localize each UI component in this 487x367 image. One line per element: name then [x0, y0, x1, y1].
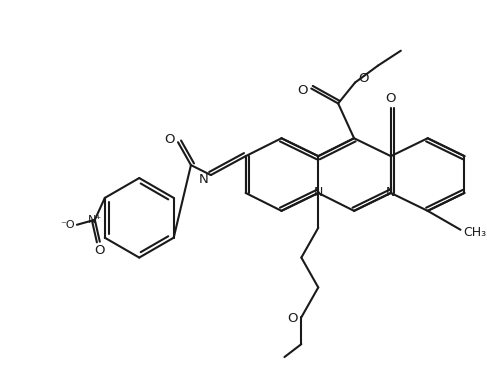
Text: O: O — [386, 92, 396, 105]
Text: O: O — [164, 133, 174, 146]
Text: N⁺: N⁺ — [88, 215, 102, 225]
Text: O: O — [287, 312, 298, 325]
Text: ⁻O: ⁻O — [61, 220, 75, 230]
Text: O: O — [297, 84, 308, 97]
Text: O: O — [358, 72, 368, 85]
Text: N: N — [199, 172, 209, 186]
Text: N: N — [386, 186, 395, 199]
Text: O: O — [94, 244, 105, 257]
Text: CH₃: CH₃ — [463, 226, 486, 239]
Text: N: N — [314, 186, 323, 199]
